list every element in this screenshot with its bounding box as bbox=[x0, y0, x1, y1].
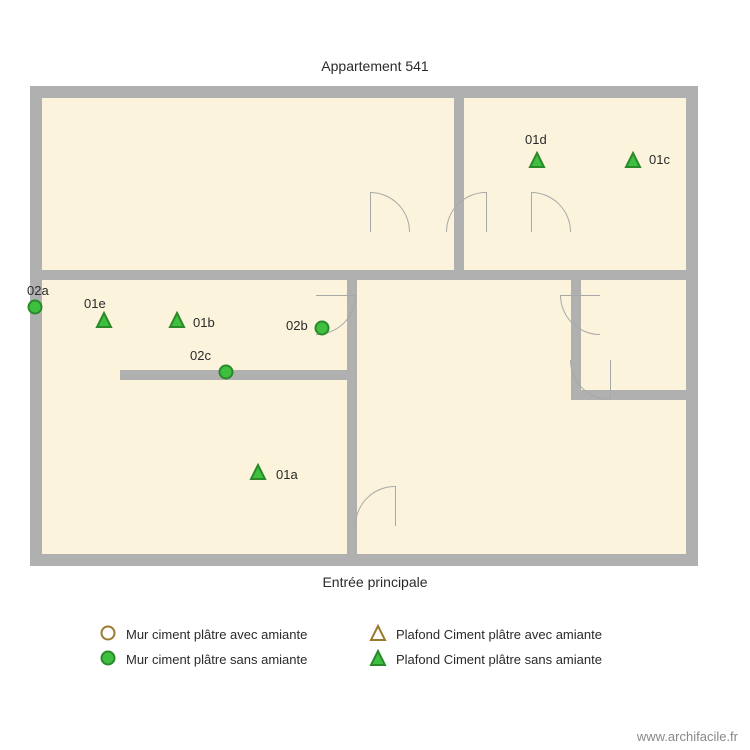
wall-outer-top bbox=[30, 86, 698, 98]
legend-col2: Plafond Ciment plâtre avec amiante Plafon… bbox=[370, 625, 602, 675]
marker-02c bbox=[218, 364, 234, 380]
marker-01b bbox=[169, 312, 185, 328]
title-bottom: Entrée principale bbox=[0, 574, 750, 590]
legend-label: Mur ciment plâtre sans amiante bbox=[126, 652, 307, 667]
marker-label-01c: 01c bbox=[649, 152, 670, 167]
marker-02a bbox=[27, 299, 43, 315]
legend-label: Plafond Ciment plâtre avec amiante bbox=[396, 627, 602, 642]
marker-label-02b: 02b bbox=[286, 318, 308, 333]
legend-item: Mur ciment plâtre sans amiante bbox=[100, 650, 307, 669]
wall-outer-bottom bbox=[30, 554, 698, 566]
marker-02b bbox=[314, 320, 330, 336]
circle-filled-icon bbox=[100, 650, 116, 669]
triangle-filled-icon bbox=[370, 650, 386, 669]
marker-label-01e: 01e bbox=[84, 296, 106, 311]
wall-interior-0 bbox=[42, 270, 698, 280]
wall-outer-right bbox=[686, 86, 698, 566]
floorplan-canvas: Appartement 541 01a 01b 01e 01d 01c 02a 02b 02c… bbox=[0, 0, 750, 750]
title-top: Appartement 541 bbox=[0, 58, 750, 74]
marker-01d bbox=[529, 152, 545, 168]
marker-label-02c: 02c bbox=[190, 348, 211, 363]
marker-01c bbox=[625, 152, 641, 168]
triangle-ring-icon bbox=[370, 625, 386, 644]
marker-label-01a: 01a bbox=[276, 467, 298, 482]
marker-label-02a: 02a bbox=[27, 283, 49, 298]
legend-col1: Mur ciment plâtre avec amiante Mur ciment… bbox=[100, 625, 307, 675]
legend-label: Mur ciment plâtre avec amiante bbox=[126, 627, 307, 642]
watermark: www.archifacile.fr bbox=[637, 729, 738, 744]
legend-item: Mur ciment plâtre avec amiante bbox=[100, 625, 307, 644]
marker-01e bbox=[96, 312, 112, 328]
circle-ring-icon bbox=[100, 625, 116, 644]
wall-outer-left bbox=[30, 86, 42, 566]
wall-interior-3 bbox=[120, 370, 352, 380]
wall-interior-1 bbox=[454, 96, 464, 276]
marker-01a bbox=[250, 464, 266, 480]
marker-label-01d: 01d bbox=[525, 132, 547, 147]
legend-label: Plafond Ciment plâtre sans amiante bbox=[396, 652, 602, 667]
marker-label-01b: 01b bbox=[193, 315, 215, 330]
legend-item: Plafond Ciment plâtre avec amiante bbox=[370, 625, 602, 644]
legend-item: Plafond Ciment plâtre sans amiante bbox=[370, 650, 602, 669]
